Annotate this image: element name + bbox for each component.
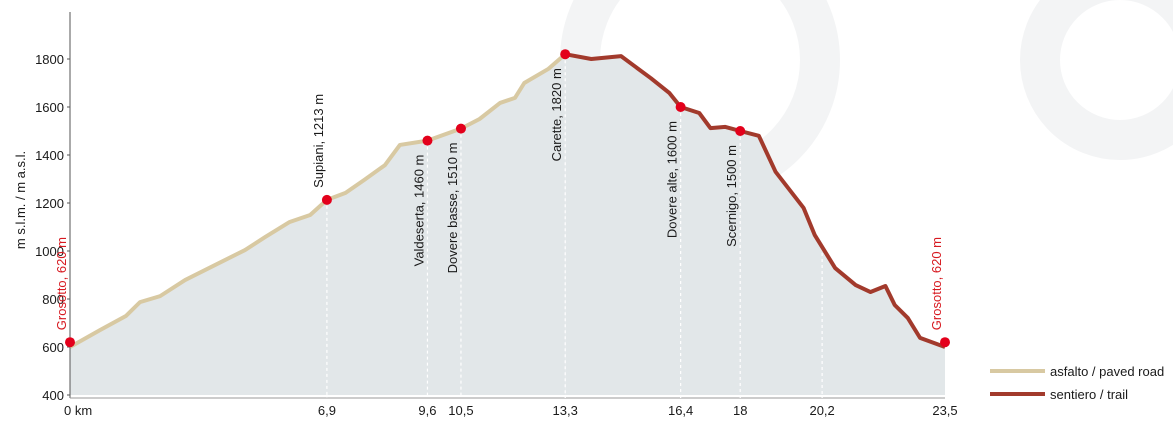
y-tick-label: 1800 — [35, 52, 64, 67]
x-tick-label: 23,5 — [932, 403, 957, 418]
marker — [65, 337, 75, 348]
legend-label: sentiero / trail — [1050, 387, 1128, 402]
marker-label: Supiani, 1213 m — [311, 94, 326, 188]
x-tick-label: 18 — [733, 403, 747, 418]
x-tick-label: 13,3 — [553, 403, 578, 418]
y-tick-label: 1400 — [35, 148, 64, 163]
marker — [560, 49, 571, 60]
x-tick-label: 16,4 — [668, 403, 693, 418]
marker — [455, 123, 466, 134]
y-tick-label: 1600 — [35, 100, 64, 115]
marker-label: Carette, 1820 m — [549, 68, 564, 161]
area — [565, 54, 945, 395]
marker-label: Scernigo, 1500 m — [724, 145, 739, 247]
y-tick-label: 400 — [42, 388, 64, 403]
marker-label: Grosotto, 620 m — [54, 237, 69, 330]
marker-label: Dovere alte, 1600 m — [665, 121, 680, 238]
legend-label: asfalto / paved road — [1050, 364, 1164, 379]
x-tick-label: 0 km — [64, 403, 92, 418]
x-tick-label: 10,5 — [448, 403, 473, 418]
marker — [735, 126, 746, 136]
profile-line — [69, 52, 567, 349]
x-tick-label: 20,2 — [809, 403, 834, 418]
marker-label: Grosotto, 620 m — [929, 237, 944, 330]
marker-label: Valdeserta, 1460 m — [411, 155, 426, 267]
y-tick-label: 1000 — [35, 244, 64, 259]
profile-line — [564, 52, 946, 349]
marker — [422, 135, 433, 146]
y-tick-label: 600 — [42, 340, 64, 355]
marker — [940, 337, 950, 348]
marker-label: Dovere basse, 1510 m — [445, 143, 460, 274]
area — [70, 54, 566, 395]
marker — [675, 102, 686, 112]
y-tick-label: 1200 — [35, 196, 64, 211]
y-tick-label: 800 — [42, 292, 64, 307]
marker — [321, 194, 332, 205]
x-tick-label: 6,9 — [318, 403, 336, 418]
y-axis-label: m s.l.m. / m a.s.l. — [13, 151, 28, 249]
x-tick-label: 9,6 — [418, 403, 436, 418]
